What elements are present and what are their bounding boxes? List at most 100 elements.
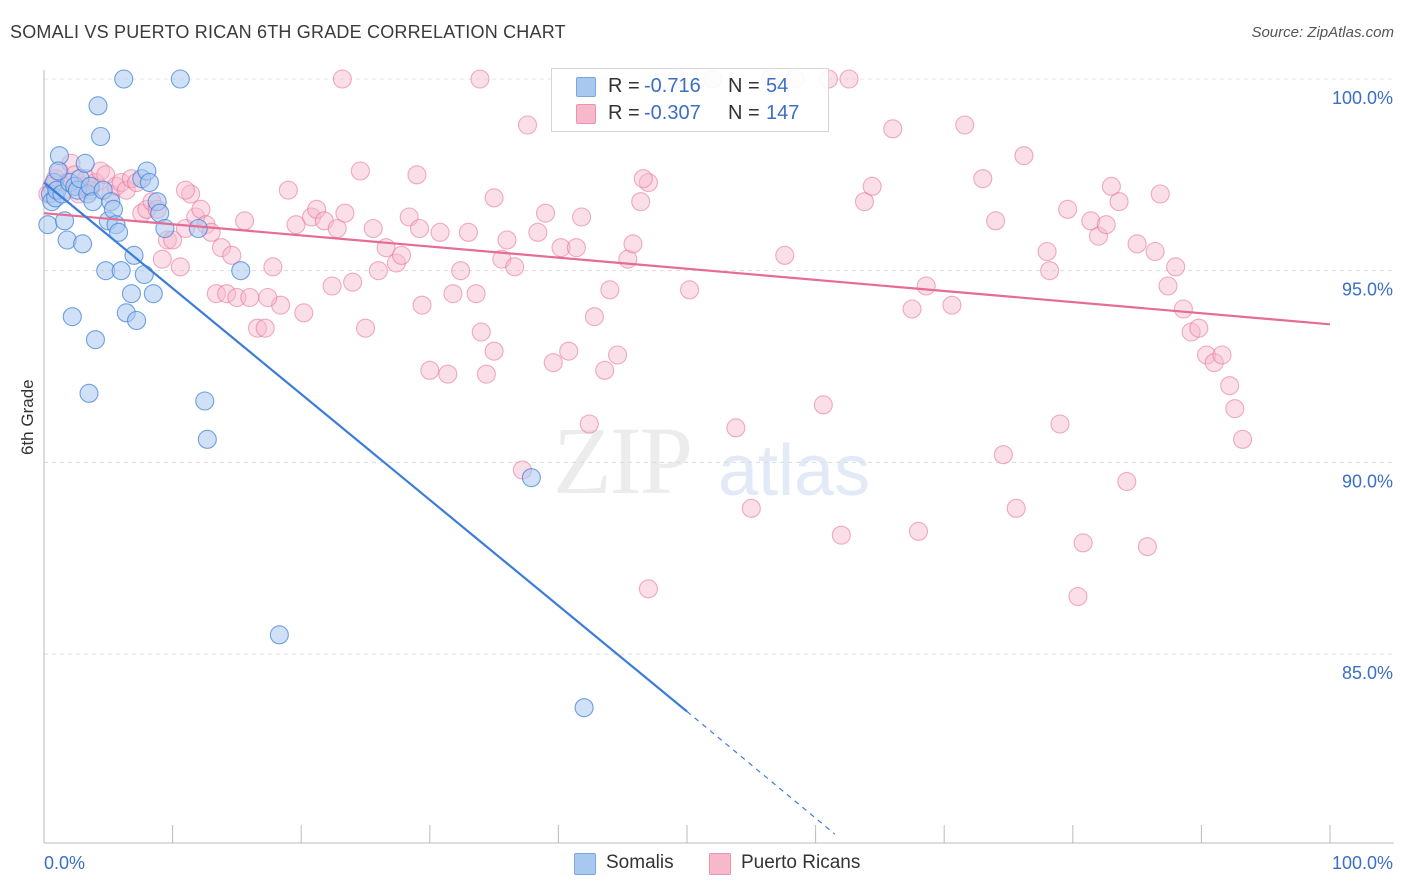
puerto-rican-point: [368, 261, 388, 281]
puerto-rican-point: [1040, 261, 1060, 281]
puerto-rican-point: [1196, 345, 1217, 365]
puerto-rican-point: [973, 169, 993, 189]
puerto-rican-point: [600, 280, 620, 300]
puerto-rican-point: [217, 284, 237, 304]
watermark-zip: ZIP: [553, 407, 693, 514]
puerto-rican-point: [908, 521, 929, 541]
puerto-rican-point: [571, 207, 592, 227]
puerto-rican-point: [240, 287, 260, 308]
puerto-rican-point: [1137, 537, 1157, 557]
somali-point: [197, 429, 217, 449]
puerto-rican-point: [438, 364, 458, 384]
puerto-rican-point: [535, 203, 556, 223]
puerto-rican-point: [955, 115, 975, 135]
puerto-rican-point: [631, 192, 651, 212]
puerto-rican-point: [1173, 299, 1193, 319]
puerto-rican-point: [332, 69, 352, 89]
puerto-rican-point: [1150, 184, 1170, 204]
puerto-rican-point: [278, 180, 298, 200]
puerto-rican-point: [484, 341, 504, 361]
puerto-rican-point: [407, 165, 427, 185]
puerto-rican-point: [1050, 414, 1070, 434]
puerto-rican-point: [775, 245, 795, 265]
puerto-rican-point: [412, 295, 432, 315]
watermark-atlas: atlas: [718, 431, 871, 511]
legend-r-value: -0.716: [644, 75, 701, 97]
puerto-rican-point: [608, 345, 628, 365]
puerto-rican-point: [543, 353, 563, 373]
puerto-rican-point: [175, 180, 196, 200]
puerto-rican-point: [443, 284, 463, 304]
puerto-rican-point: [322, 276, 342, 296]
puerto-rican-point: [1081, 211, 1101, 231]
puerto-rican-point: [986, 211, 1006, 231]
legend-r-label: R =: [608, 75, 640, 97]
puerto-rican-point: [1189, 318, 1209, 338]
puerto-rican-point: [551, 238, 571, 258]
puerto-rican-point: [623, 234, 643, 254]
puerto-rican-point: [222, 245, 242, 265]
puerto-rican-point: [255, 318, 275, 338]
somali-point: [195, 391, 215, 411]
puerto-rican-point: [726, 418, 746, 438]
puerto-rican-point: [258, 287, 278, 308]
puerto-rican-point: [1073, 533, 1093, 553]
y-tick-label: 100.0%: [1332, 88, 1393, 108]
legend-r-label: R =: [608, 102, 640, 124]
legend-row-puerto-ricans: R = -0.307 N = 147: [552, 100, 828, 126]
somali-point: [269, 625, 289, 645]
puerto-rican-point: [1101, 176, 1121, 196]
puerto-rican-point: [595, 360, 615, 380]
puerto-rican-point: [633, 169, 653, 189]
puerto-rican-point: [247, 318, 268, 338]
puerto-rican-point: [391, 245, 412, 265]
puerto-rican-point: [1068, 586, 1088, 607]
puerto-rican-point: [505, 257, 525, 277]
somali-point: [79, 383, 99, 403]
somali-point: [109, 222, 129, 242]
legend-n-value: 54: [766, 75, 789, 97]
puerto-rican-point: [1014, 146, 1034, 166]
puerto-rican-point: [916, 276, 936, 296]
puerto-rican-point: [335, 203, 355, 223]
legend-n-value: 147: [766, 102, 800, 124]
somali-point: [188, 218, 208, 239]
puerto-rican-point: [854, 192, 875, 212]
puerto-rican-point: [1058, 199, 1078, 219]
puerto-rican-point: [466, 284, 486, 304]
puerto-rican-point: [170, 257, 190, 277]
somali-point: [231, 261, 251, 281]
legend-n-label: N =: [728, 102, 760, 124]
somali-point: [114, 69, 134, 89]
puerto-rican-point: [1109, 192, 1129, 212]
somali-point: [121, 284, 141, 304]
puerto-rican-point: [1117, 471, 1137, 492]
puerto-rican-point: [902, 299, 922, 319]
puerto-rican-point: [1166, 257, 1186, 277]
puerto-rican-point: [350, 161, 370, 181]
somali-point: [574, 698, 594, 718]
puerto-rican-point: [1220, 376, 1240, 396]
puerto-rican-point: [476, 364, 496, 384]
puerto-rican-point: [458, 222, 478, 242]
somali-point: [38, 215, 58, 235]
puerto-rican-point: [363, 218, 383, 239]
puerto-rican-point: [1212, 345, 1232, 365]
somali-point: [73, 234, 93, 254]
puerto-rican-point: [430, 222, 450, 242]
legend-swatch-blue: [576, 77, 596, 97]
puerto-rican-point: [307, 199, 327, 219]
puerto-rican-point: [152, 249, 172, 269]
x-tick-label: 0.0%: [44, 853, 85, 873]
puerto-rican-point: [741, 498, 761, 518]
somali-point: [88, 96, 108, 116]
puerto-rican-point: [1037, 241, 1057, 262]
puerto-rican-point: [470, 69, 490, 89]
puerto-rican-point: [831, 525, 851, 545]
puerto-rican-point: [566, 238, 586, 258]
puerto-rican-point: [1233, 429, 1253, 449]
y-tick-label: 85.0%: [1342, 663, 1393, 683]
puerto-rican-point: [235, 211, 255, 231]
y-tick-label: 90.0%: [1342, 471, 1393, 491]
somali-point: [91, 126, 111, 147]
